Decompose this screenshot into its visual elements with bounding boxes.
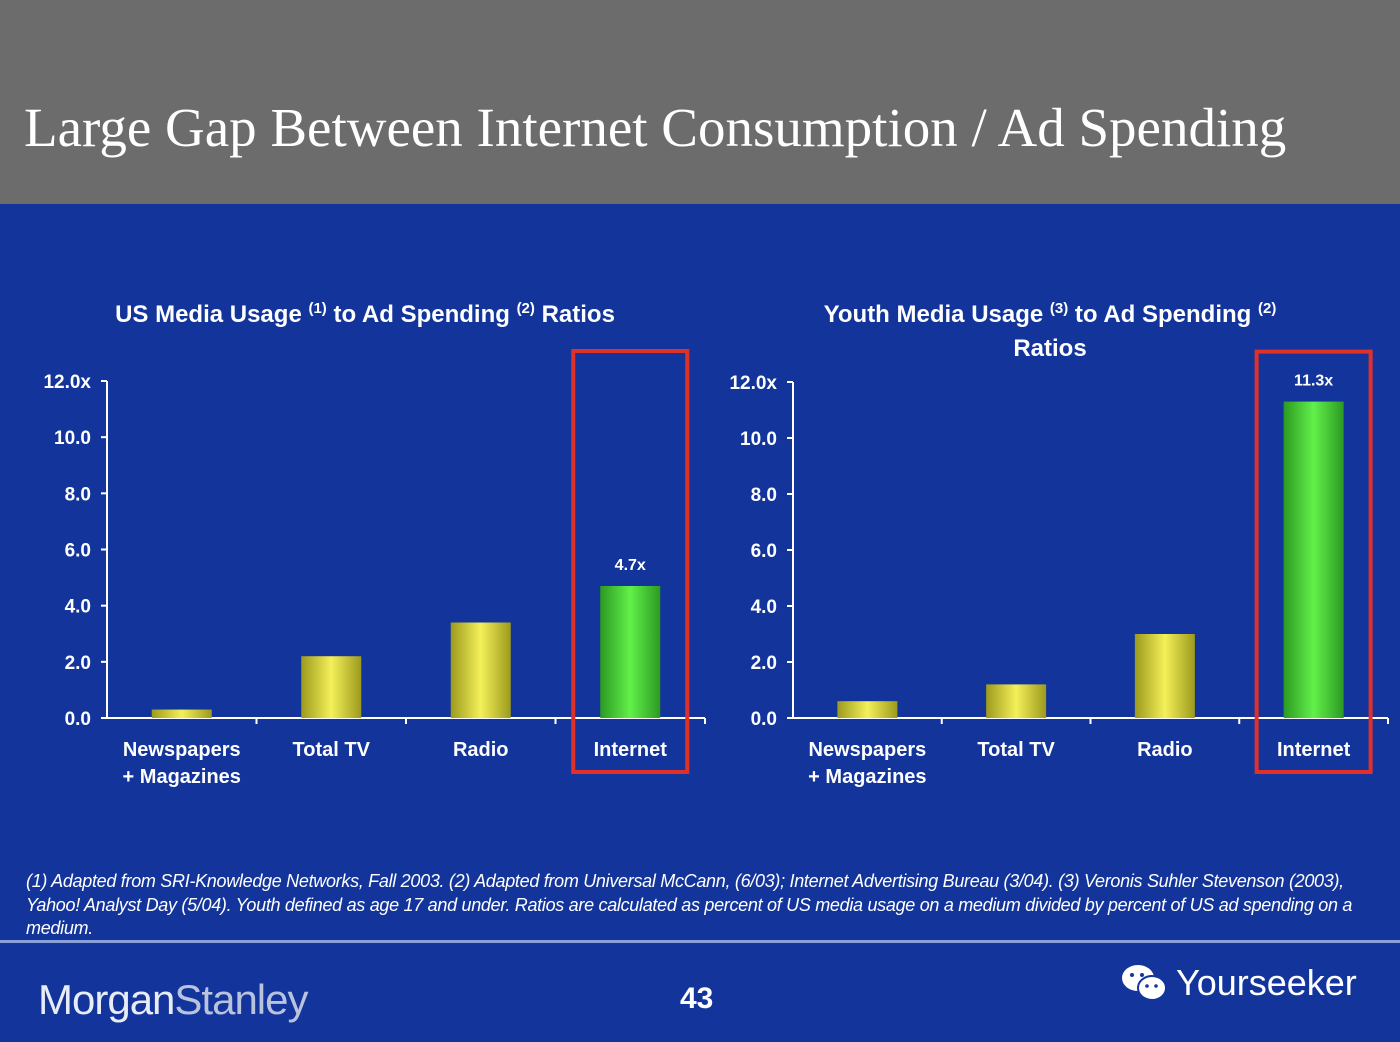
- logo-text: Stanley: [174, 976, 308, 1023]
- footnote-ref: (3): [1049, 300, 1069, 317]
- title-text: US Media Usage: [115, 301, 309, 328]
- bar-internet: [600, 586, 661, 718]
- title-text: Ratios: [1013, 335, 1087, 362]
- y-tick-label: 6.0: [751, 541, 777, 562]
- category-label: Newspapers: [123, 739, 241, 761]
- bar-internet: [1283, 401, 1344, 718]
- title-text: Ratios: [534, 301, 615, 328]
- page-number: 43: [680, 982, 714, 1015]
- bar-newspapers: [151, 709, 212, 718]
- y-tick-label: 4.0: [65, 597, 91, 618]
- title-text: Youth Media Usage: [823, 301, 1050, 328]
- data-label: 11.3x: [1294, 373, 1333, 390]
- footnote-ref: (2): [516, 300, 535, 317]
- category-label: Radio: [1137, 739, 1193, 761]
- logo-text: Morgan: [38, 976, 175, 1023]
- watermark: Yourseeker: [1120, 962, 1357, 1004]
- chart-title-youth: Youth Media Usage (3) to Ad Spending (2)…: [760, 292, 1340, 366]
- morgan-stanley-logo: MorganStanley: [38, 976, 309, 1024]
- category-label: Radio: [453, 739, 509, 761]
- bar-radio: [1134, 634, 1195, 718]
- bar-total-tv: [986, 684, 1047, 718]
- y-tick-label: 0.0: [65, 709, 91, 730]
- category-label: Internet: [594, 739, 668, 761]
- bar-newspapers: [837, 701, 898, 718]
- y-tick-label: 12.0x: [729, 373, 777, 394]
- title-text: to Ad Spending: [326, 301, 517, 328]
- header-bar: Large Gap Between Internet Consumption /…: [0, 0, 1400, 204]
- highlight-box: [1254, 349, 1373, 774]
- divider: [0, 940, 1400, 943]
- y-tick-label: 0.0: [751, 709, 777, 730]
- data-label: 4.7x: [615, 557, 646, 574]
- wechat-icon: [1122, 965, 1167, 1001]
- category-label: Total TV: [293, 739, 371, 761]
- title-text: to Ad Spending: [1068, 301, 1258, 328]
- chart-title-us: US Media Usage (1) to Ad Spending (2) Ra…: [60, 292, 670, 332]
- y-tick-label: 8.0: [751, 485, 777, 506]
- category-label: + Magazines: [123, 766, 241, 788]
- y-tick-label: 10.0: [740, 429, 777, 450]
- footnote-ref: (1): [308, 300, 327, 317]
- category-label: Internet: [1277, 739, 1351, 761]
- slide-title: Large Gap Between Internet Consumption /…: [24, 97, 1287, 158]
- charts-svg: 12.0x 10.0 8.0 6.0 4.0 2.0 0.0 Newspapers + Maga…: [43, 349, 1389, 788]
- y-tick-label: 6.0: [65, 541, 91, 562]
- watermark-text: Yourseeker: [1176, 962, 1357, 1003]
- y-tick-label: 4.0: [751, 597, 777, 618]
- y-tick-label: 10.0: [54, 428, 91, 449]
- bar-total-tv: [301, 656, 362, 718]
- y-tick-label: 2.0: [751, 653, 777, 674]
- highlight-box: [571, 349, 690, 774]
- category-label: Newspapers: [808, 739, 926, 761]
- category-label: Total TV: [977, 739, 1055, 761]
- footnote-ref: (2): [1258, 300, 1277, 317]
- category-label: + Magazines: [808, 766, 926, 788]
- footnote: (1) Adapted from SRI-Knowledge Networks,…: [26, 871, 1353, 938]
- y-tick-label: 2.0: [65, 653, 91, 674]
- y-tick-label: 8.0: [65, 484, 91, 505]
- bar-radio: [450, 622, 511, 718]
- y-tick-label: 12.0x: [43, 372, 91, 393]
